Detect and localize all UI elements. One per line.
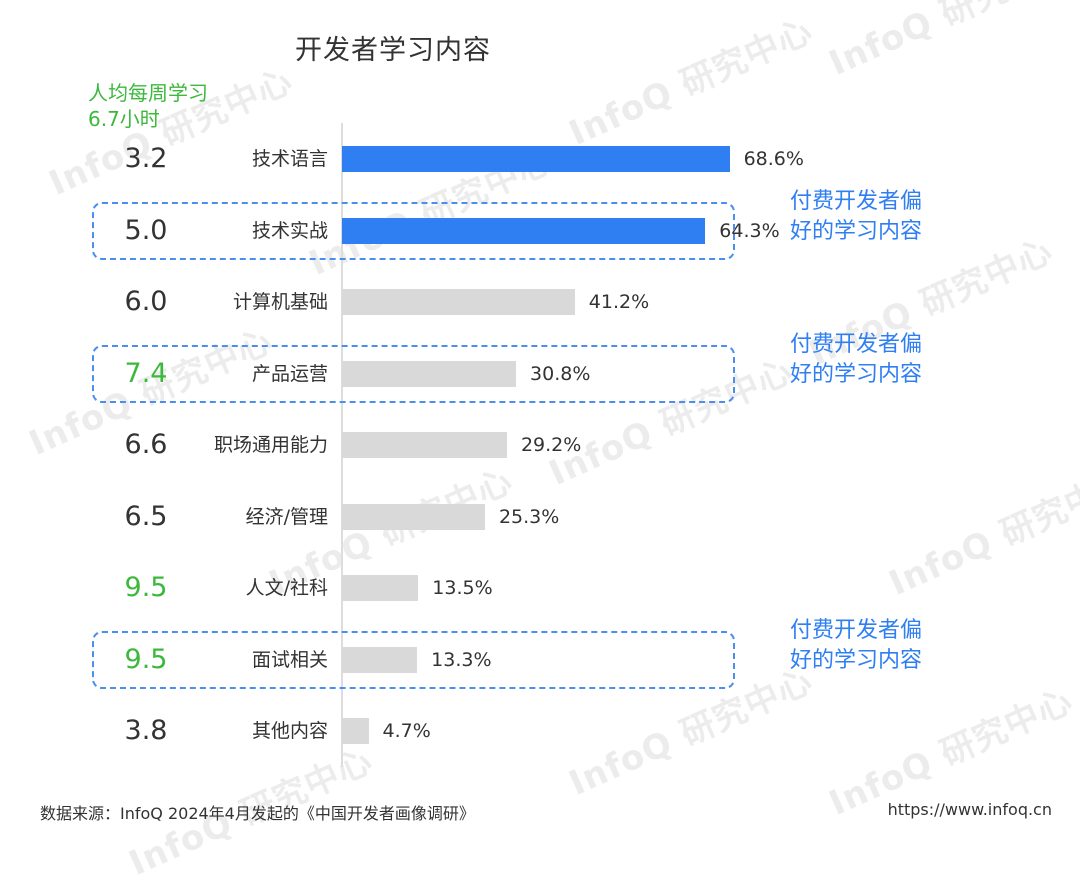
bar-row: 3.8 其他内容 4.7% xyxy=(0,709,1080,753)
weekly-hours-value: 9.5 xyxy=(124,572,168,603)
category-label: 人文/社科 xyxy=(245,577,328,599)
weekly-hours-value: 6.0 xyxy=(124,286,168,317)
bar xyxy=(342,217,706,244)
category-label: 技术实战 xyxy=(251,219,328,242)
highlight-box xyxy=(92,630,735,689)
source-url: https://www.infoq.cn xyxy=(887,800,1052,819)
value-label: 13.3% xyxy=(431,648,492,671)
weekly-hours-value: 7.4 xyxy=(124,357,168,389)
bar-row: 9.5 面试相关 13.3% xyxy=(0,638,1080,682)
category-label: 面试相关 xyxy=(251,648,328,671)
bar-row: 6.6 职场通用能力 29.2% xyxy=(0,423,1080,467)
bar xyxy=(342,146,730,172)
annotation-label: 付费开发者偏 好的学习内容 xyxy=(790,188,923,244)
bar-row: 6.5 经济/管理 25.3% xyxy=(0,495,1080,539)
chart-title: 开发者学习内容 xyxy=(295,35,491,66)
category-label: 职场通用能力 xyxy=(213,434,328,456)
weekly-hours-caption: 人均每周学习6.7小时 xyxy=(88,81,208,131)
watermark: InfoQ 研究中心 xyxy=(563,10,819,154)
category-label: 技术语言 xyxy=(251,148,328,170)
category-label: 产品运营 xyxy=(251,362,328,385)
bar xyxy=(342,503,485,530)
annotation-label: 付费开发者偏 好的学习内容 xyxy=(790,331,923,387)
watermark: InfoQ 研究中心 xyxy=(823,0,1079,84)
bar-row: 3.2 技术语言 68.6% xyxy=(0,137,1080,181)
bar-row: 5.0 技术实战 64.3% xyxy=(0,209,1080,253)
bar xyxy=(342,432,507,458)
value-label: 30.8% xyxy=(530,362,591,385)
highlight-box xyxy=(92,201,735,260)
value-label: 4.7% xyxy=(382,720,431,742)
category-label: 经济/管理 xyxy=(245,505,328,528)
bar xyxy=(342,718,369,744)
bar xyxy=(342,646,418,673)
weekly-hours-value: 6.5 xyxy=(124,500,168,532)
bar xyxy=(342,575,419,601)
bar xyxy=(342,360,517,387)
weekly-hours-value: 5.0 xyxy=(124,214,168,246)
weekly-hours-value: 6.6 xyxy=(124,429,168,460)
value-label: 29.2% xyxy=(520,434,582,456)
value-label: 13.5% xyxy=(432,577,493,599)
value-label: 41.2% xyxy=(588,291,650,313)
highlight-box xyxy=(92,344,735,403)
annotation-label: 付费开发者偏 好的学习内容 xyxy=(790,617,923,673)
bar-row: 6.0 计算机基础 41.2% xyxy=(0,280,1080,324)
bar-row: 9.5 人文/社科 13.5% xyxy=(0,566,1080,610)
category-label: 计算机基础 xyxy=(232,291,328,313)
weekly-hours-value: 9.5 xyxy=(124,643,168,675)
bar-row: 7.4 产品运营 30.8% xyxy=(0,352,1080,396)
category-label: 其他内容 xyxy=(251,720,328,742)
weekly-hours-value: 3.8 xyxy=(124,715,168,746)
weekly-hours-value: 3.2 xyxy=(124,143,168,174)
value-label: 68.6% xyxy=(743,148,804,170)
bar xyxy=(342,289,575,315)
value-label: 25.3% xyxy=(498,505,560,528)
data-source-note: 数据来源：InfoQ 2024年4月发起的《中国开发者画像调研》 xyxy=(40,804,475,823)
